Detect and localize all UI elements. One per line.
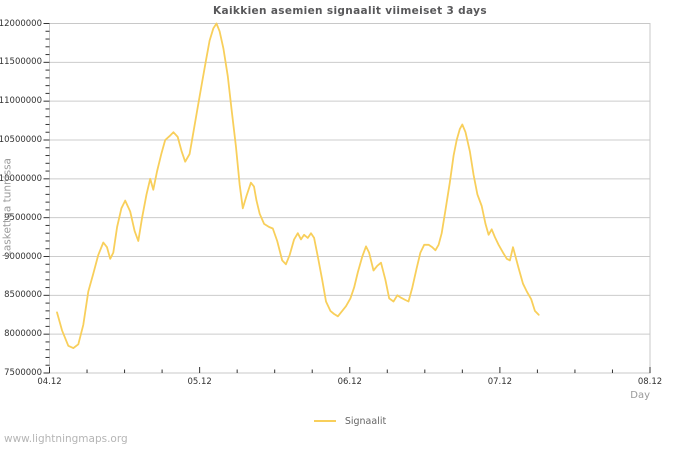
x-tick-label: 04.12 [37,377,62,387]
y-tick-label: 7500000 [4,368,42,378]
legend: Signaalit [0,414,700,428]
x-tick-label: 07.12 [487,377,513,387]
x-tick-label: 06.12 [337,377,362,387]
y-tick-label: 11000000 [0,96,42,107]
y-tick-label: 10000000 [0,173,42,184]
x-tick-label: 08.12 [637,377,663,387]
y-tick-label: 8000000 [4,329,42,340]
x-tick-label: 05.12 [187,377,212,387]
y-tick-label: 12000000 [0,18,42,29]
y-tick-label: 11500000 [0,57,42,68]
legend-line-swatch [313,420,336,422]
y-tick-label: 10500000 [0,135,42,145]
chart-title: Kaikkien asemien signaalit viimeiset 3 d… [213,5,487,17]
watermark: www.lightningmaps.org [4,433,128,445]
x-axis-title: Day [630,390,650,401]
y-tick-label: 9000000 [4,251,42,262]
signal-line-series [56,22,540,350]
plot-border [49,23,651,374]
y-tick-label: 8500000 [4,290,42,301]
y-tick-label: 9500000 [4,212,42,223]
y-axis-title: Laskettua tunnissa [1,158,14,257]
legend-label: Signaalit [344,415,387,427]
